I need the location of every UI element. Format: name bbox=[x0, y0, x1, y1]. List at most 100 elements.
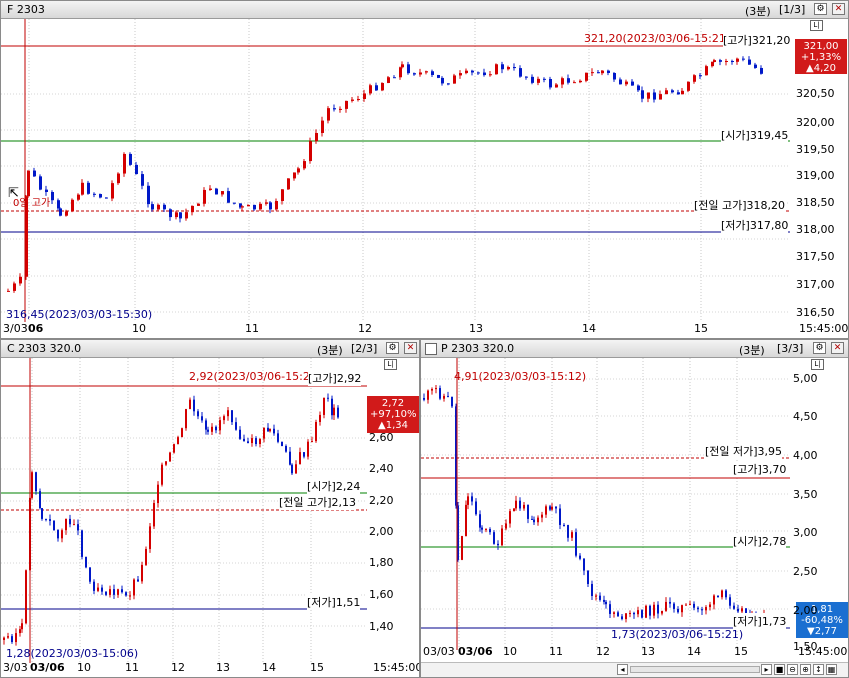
candle-body bbox=[523, 504, 525, 509]
candle-body bbox=[631, 81, 634, 86]
y-tick-label: 2,40 bbox=[369, 462, 394, 475]
candle-body bbox=[227, 410, 229, 417]
candle-body bbox=[81, 530, 83, 557]
candle-body bbox=[653, 92, 656, 100]
x-tick-label: 15:45:00 bbox=[798, 645, 848, 658]
prev-high-line-tag: [전일 고가]318,20 bbox=[694, 197, 786, 213]
candle-body bbox=[671, 90, 674, 93]
candle-body bbox=[289, 451, 291, 465]
scale-icon[interactable]: L| bbox=[810, 20, 823, 31]
candle-body bbox=[133, 579, 135, 596]
scroll-left-icon[interactable]: ◂ bbox=[617, 664, 628, 675]
candle-body bbox=[97, 587, 99, 591]
candle-body bbox=[19, 276, 22, 284]
candle-body bbox=[147, 185, 150, 205]
candle-body bbox=[13, 283, 16, 291]
candle-body bbox=[99, 194, 102, 198]
scale-icon[interactable]: L| bbox=[811, 359, 824, 370]
candle-body bbox=[467, 496, 469, 505]
candle-body bbox=[549, 506, 551, 510]
candle-body bbox=[319, 414, 321, 423]
settings-icon[interactable]: ⚙ bbox=[814, 3, 827, 15]
candle-body bbox=[85, 556, 87, 568]
candle-body bbox=[7, 636, 9, 638]
candle-body bbox=[713, 60, 716, 63]
y-tick-label: 1,40 bbox=[369, 620, 394, 633]
candle-body bbox=[253, 204, 256, 210]
scale-reset-icon[interactable]: ↕ bbox=[813, 664, 824, 675]
candle-body bbox=[509, 511, 511, 524]
candle-body bbox=[583, 558, 585, 571]
candle-body bbox=[693, 603, 695, 608]
settings-icon[interactable]: ⚙ bbox=[813, 342, 826, 354]
candle-body bbox=[327, 397, 329, 399]
scale-icon[interactable]: L| bbox=[384, 359, 397, 370]
candle-body bbox=[163, 204, 166, 210]
x-tick-label: 15:45:00 bbox=[373, 661, 420, 674]
candle-body bbox=[697, 607, 699, 610]
price-percent: -60,48% bbox=[801, 615, 843, 626]
y-tick-label: 319,00 bbox=[796, 169, 835, 182]
candle-body bbox=[65, 518, 67, 531]
candle-body bbox=[31, 472, 33, 498]
candle-body bbox=[251, 438, 253, 444]
grid-toggle-icon[interactable]: ▦ bbox=[826, 664, 837, 675]
y-tick-label: 3,50 bbox=[793, 488, 818, 501]
candle-body bbox=[381, 82, 384, 91]
candle-body bbox=[157, 204, 160, 210]
candle-body bbox=[595, 595, 597, 597]
candle-body bbox=[287, 178, 290, 190]
candle-plot[interactable] bbox=[1, 19, 790, 322]
x-tick-label: 03/03 bbox=[423, 645, 455, 658]
candle-body bbox=[243, 438, 245, 442]
candle-body bbox=[657, 604, 659, 614]
candle-body bbox=[375, 85, 378, 91]
candle-body bbox=[736, 58, 739, 62]
candle-body bbox=[605, 601, 607, 605]
zoom-out-icon[interactable]: ⊖ bbox=[787, 664, 798, 675]
candle-body bbox=[309, 141, 312, 162]
close-icon[interactable]: ✕ bbox=[832, 3, 845, 15]
high-marker-label: 2,92(2023/03/06-15:21) bbox=[189, 370, 322, 383]
price-change: ▲4,20 bbox=[806, 63, 836, 74]
candle-body bbox=[327, 108, 330, 121]
candle-body bbox=[299, 452, 301, 465]
close-icon[interactable]: ✕ bbox=[404, 342, 417, 354]
candle-body bbox=[81, 182, 84, 195]
select-checkbox[interactable] bbox=[425, 343, 437, 355]
settings-icon[interactable]: ⚙ bbox=[386, 342, 399, 354]
candle-body bbox=[215, 426, 217, 431]
candle-body bbox=[201, 416, 203, 421]
high-line-tag: [고가]3,70 bbox=[733, 461, 787, 477]
call-chart-panel: C 2303 320.0 (3분) [2/3] ⚙ ✕ 2,92(2023/03… bbox=[0, 339, 420, 678]
zoom-in-icon[interactable]: ⊕ bbox=[800, 664, 811, 675]
candle-body bbox=[145, 548, 147, 565]
low-line-tag: [저가]317,80 bbox=[721, 217, 789, 233]
panel-title: F 2303 bbox=[7, 3, 45, 16]
candle-plot[interactable] bbox=[1, 358, 367, 663]
scroll-track[interactable] bbox=[630, 666, 760, 673]
pause-icon[interactable]: ■ bbox=[774, 664, 785, 675]
candle-body bbox=[387, 77, 390, 83]
close-icon[interactable]: ✕ bbox=[831, 342, 844, 354]
candle-body bbox=[423, 398, 425, 400]
candle-body bbox=[105, 197, 108, 199]
candle-body bbox=[477, 72, 480, 74]
candle-body bbox=[709, 604, 711, 608]
candle-body bbox=[754, 64, 757, 68]
candle-body bbox=[597, 72, 600, 74]
candle-body bbox=[427, 390, 429, 400]
candle-body bbox=[235, 422, 237, 430]
candle-body bbox=[505, 523, 507, 529]
candle-body bbox=[451, 396, 453, 407]
candle-body bbox=[665, 90, 668, 95]
candle-body bbox=[465, 504, 467, 537]
candle-plot[interactable] bbox=[421, 358, 790, 650]
candle-body bbox=[713, 595, 715, 605]
candle-body bbox=[687, 81, 690, 91]
candle-body bbox=[471, 496, 473, 502]
candle-body bbox=[555, 84, 558, 88]
candle-body bbox=[507, 67, 510, 70]
panel-title-bar: P 2303 320.0 (3분) [3/3] ⚙ ✕ bbox=[421, 340, 848, 358]
scroll-right-icon[interactable]: ▸ bbox=[761, 664, 772, 675]
